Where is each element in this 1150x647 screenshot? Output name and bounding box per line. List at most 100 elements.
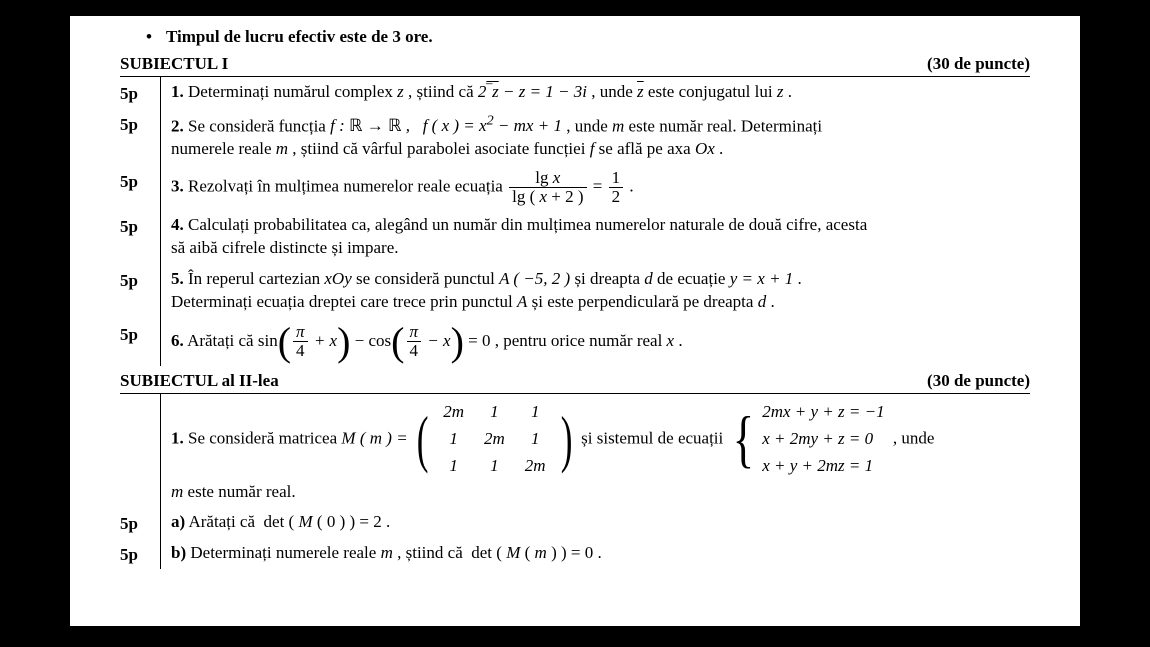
time-text: Timpul de lucru efectiv este de 3 ore.	[166, 27, 433, 46]
t: = 0 , pentru orice număr real	[464, 331, 667, 350]
t: și sistemul de ecuații	[581, 428, 727, 447]
fd: 2	[609, 188, 624, 206]
t: Se consideră funcția	[188, 116, 330, 135]
s2-item-a: 5p a) Arătați că det ( M ( 0 ) ) = 2 .	[120, 507, 1030, 538]
t: numerele reale	[171, 139, 276, 158]
s2-item-b: 5p b) Determinați numerele reale m , ști…	[120, 538, 1030, 569]
s2-a-text: a) Arătați că det ( M ( 0 ) ) = 2 .	[160, 507, 1030, 538]
problem-5-num: 5.	[171, 269, 184, 288]
s2-num: 1.	[171, 428, 184, 447]
t: .	[715, 139, 724, 158]
frac-lhs: lg x lg ( x + 2 )	[509, 169, 586, 206]
t: d	[758, 292, 767, 311]
t: .	[625, 177, 634, 196]
t: .	[783, 82, 792, 101]
section-1-title: SUBIECTUL I	[120, 53, 228, 76]
matrix-rparen-icon: )	[560, 409, 572, 469]
problem-4-num: 4.	[171, 215, 184, 234]
problem-6-text: 6. Arătați că sin(π4 + x) − cos(π4 − x) …	[160, 318, 1030, 366]
t: , știind că det ( M ( m ) ) = 0 .	[393, 543, 602, 562]
frac1: π4	[293, 323, 308, 360]
t: A	[517, 292, 527, 311]
frac-rhs: 1 2	[609, 169, 624, 206]
t: .	[674, 331, 683, 350]
t: se consideră punctul	[352, 269, 499, 288]
t: se află pe axa	[594, 139, 695, 158]
problem-2-points: 5p	[120, 108, 160, 166]
section-2-header: SUBIECTUL al II-lea (30 de puncte)	[120, 370, 1030, 394]
t: este număr real. Determinați	[624, 116, 822, 135]
problem-1: 5p 1. Determinați numărul complex z , șt…	[120, 77, 1030, 108]
problem-3-points: 5p	[120, 165, 160, 210]
t: este număr real.	[183, 482, 295, 501]
section-2-problems: 1. Se consideră matricea M ( m ) = ( 2m1…	[120, 394, 1030, 570]
frac2: π4	[407, 323, 422, 360]
section-2-points: (30 de puncte)	[927, 370, 1030, 393]
t: , unde	[587, 82, 637, 101]
lparen-icon: (	[391, 322, 404, 362]
section-1-header: SUBIECTUL I (30 de puncte)	[120, 53, 1030, 77]
problem-3-text: 3. Rezolvați în mulțimea numerelor reale…	[160, 165, 1030, 210]
bullet-dot: •	[146, 26, 166, 49]
problem-2-num: 2.	[171, 116, 184, 135]
problem-4: 5p 4. Calculați probabilitatea ca, alegâ…	[120, 210, 1030, 264]
problem-3-num: 3.	[171, 177, 184, 196]
problem-1-points: 5p	[120, 77, 160, 108]
problem-6-num: 6.	[171, 331, 184, 350]
Mm: M ( m ) =	[341, 428, 407, 447]
s2-a-pts: 5p	[120, 507, 160, 538]
t: 4	[407, 342, 422, 360]
t: de ecuație	[653, 269, 730, 288]
system: 2mx + y + z = −1 x + 2my + z = 0 x + y +…	[758, 398, 888, 481]
t: m	[171, 482, 183, 501]
t: =	[593, 177, 607, 196]
problem-4-text: 4. Calculați probabilitatea ca, alegând …	[160, 210, 1030, 264]
problem-5: 5p 5. În reperul cartezian xOy se consid…	[120, 264, 1030, 318]
t: .	[793, 269, 802, 288]
s2-intro-pts	[120, 394, 160, 508]
s2-intro-text: 1. Se consideră matricea M ( m ) = ( 2m1…	[160, 394, 1030, 508]
A: A ( −5, 2 )	[499, 269, 570, 288]
problem-4-points: 5p	[120, 210, 160, 264]
problem-6: 5p 6. Arătați că sin(π4 + x) − cos(π4 − …	[120, 318, 1030, 366]
t: și dreapta	[570, 269, 644, 288]
t: , unde	[889, 428, 935, 447]
t: Calculați probabilitatea ca, alegând un …	[188, 215, 867, 234]
section-1-problems: 5p 1. Determinați numărul complex z , șt…	[120, 77, 1030, 366]
t: − x	[423, 331, 451, 350]
problem-5-points: 5p	[120, 264, 160, 318]
n: a)	[171, 512, 185, 531]
problem-6-points: 5p	[120, 318, 160, 366]
matrix-lparen-icon: (	[417, 409, 429, 469]
s2-b-pts: 5p	[120, 538, 160, 569]
t: este conjugatul lui	[644, 82, 777, 101]
zbar: z	[637, 82, 644, 101]
problem-5-text: 5. În reperul cartezian xOy se consideră…	[160, 264, 1030, 318]
matrix: 2m11 12m1 112m	[433, 399, 555, 480]
problem-3: 5p 3. Rezolvați în mulțimea numerelor re…	[120, 165, 1030, 210]
t: 4	[293, 342, 308, 360]
problem-1-text: 1. Determinați numărul complex z , știin…	[160, 77, 1030, 108]
t: z	[397, 82, 404, 101]
t: Determinați numerele reale	[190, 543, 380, 562]
exam-page: •Timpul de lucru efectiv este de 3 ore. …	[70, 16, 1080, 626]
problem-2-text: 2. Se consideră funcția f : ℝ → ℝ , f ( …	[160, 108, 1030, 166]
section-2-title: SUBIECTUL al II-lea	[120, 370, 279, 393]
t: În reperul cartezian	[188, 269, 324, 288]
t: m	[612, 116, 624, 135]
t: m	[381, 543, 393, 562]
s2-intro: 1. Se consideră matricea M ( m ) = ( 2m1…	[120, 394, 1030, 508]
time-note: •Timpul de lucru efectiv este de 3 ore.	[146, 26, 1030, 49]
t: .	[766, 292, 775, 311]
t: d	[644, 269, 653, 288]
t: , unde	[562, 116, 612, 135]
t: π	[407, 323, 422, 342]
brace-icon: {	[732, 409, 754, 469]
t: , știind că vârful parabolei asociate fu…	[288, 139, 590, 158]
rparen-icon: )	[451, 322, 464, 362]
section-1-points: (30 de puncte)	[927, 53, 1030, 76]
t: Ox	[695, 139, 715, 158]
problem-1-num: 1.	[171, 82, 184, 101]
t: x	[667, 331, 675, 350]
t: + x	[310, 331, 338, 350]
